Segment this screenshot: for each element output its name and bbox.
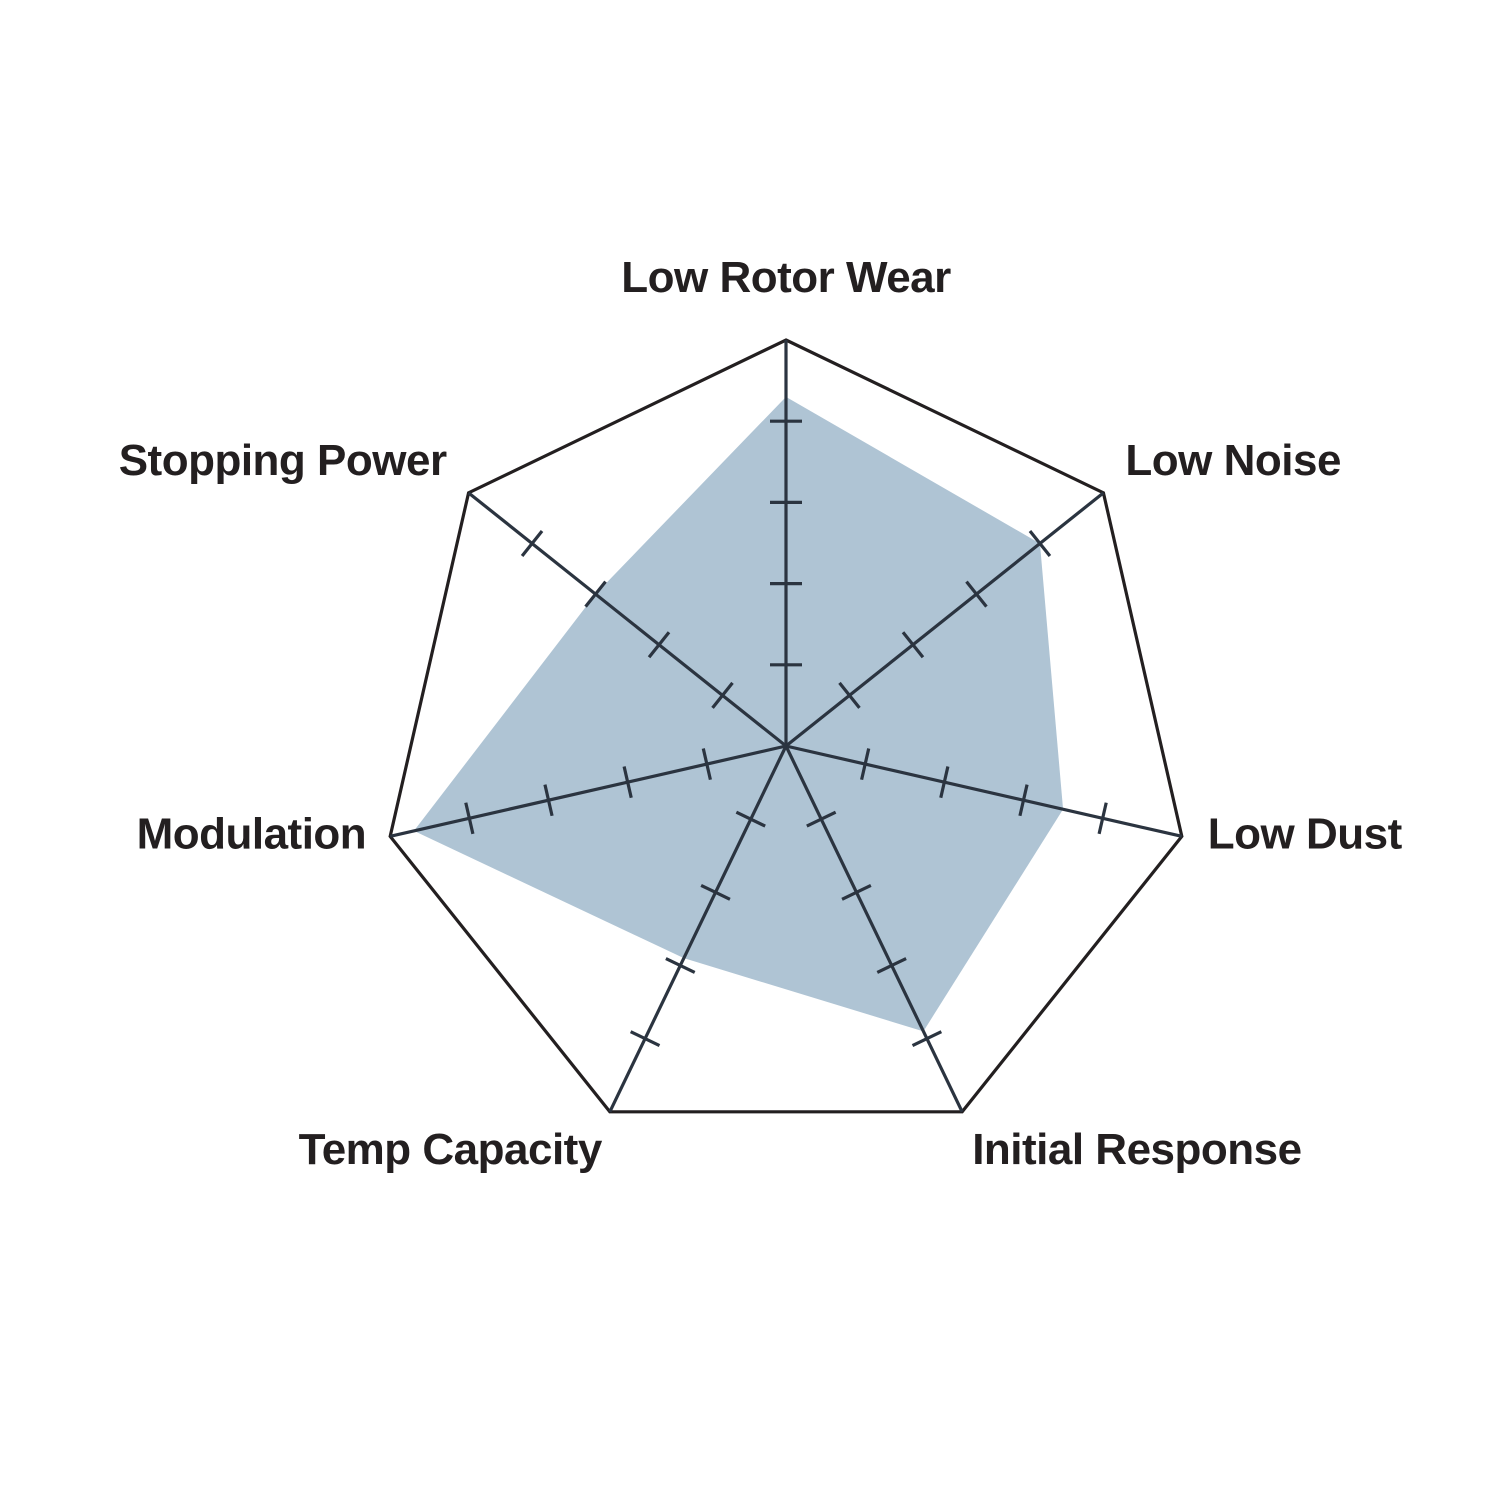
tick-axis-3-ring-1 [806,810,837,828]
tick-axis-2-ring-4 [1097,802,1108,835]
tick-axis-3-ring-2 [841,883,872,901]
tick-axis-1-ring-2 [901,631,925,659]
tick-axis-4-ring-1 [735,810,766,828]
axis-spoke-1 [785,491,1105,748]
axis-spoke-6 [467,491,787,748]
axis-spokes-group [389,340,1183,1113]
tick-axis-1-ring-4 [1028,529,1052,557]
tick-axis-4-ring-3 [665,957,696,974]
tick-axis-3-ring-4 [911,1030,943,1048]
tick-axis-6-ring-2 [647,631,671,659]
axis-label-low-dust: Low Dust [1208,809,1403,858]
axis-label-low-noise: Low Noise [1125,436,1341,485]
tick-axis-1-ring-3 [965,580,988,608]
axis-label-low-rotor-wear: Low Rotor Wear [621,253,951,302]
tick-axis-2-ring-2 [939,766,950,799]
tick-axis-4-ring-4 [629,1030,661,1048]
tick-axis-5-ring-2 [622,766,633,799]
axis-spoke-4 [608,745,788,1113]
tick-axis-3-ring-3 [876,957,907,974]
axis-label-stopping-power: Stopping Power [119,436,447,485]
axis-label-initial-response: Initial Response [972,1125,1301,1174]
tick-axis-1-ring-1 [838,681,861,709]
axis-label-temp-capacity: Temp Capacity [299,1125,603,1174]
tick-axis-6-ring-3 [584,580,607,608]
axis-spoke-3 [784,745,964,1113]
outer-grid-polygon [388,338,1184,1114]
series-area-brake-pad-performance [413,396,1064,1032]
tick-axis-5-ring-4 [464,802,475,835]
tick-axis-5-ring-1 [701,748,712,781]
axis-tick-marks-group [464,419,1108,1048]
axis-label-modulation: Modulation [137,809,367,858]
tick-axis-6-ring-4 [520,529,544,557]
tick-axis-2-ring-1 [860,748,871,781]
tick-axis-5-ring-3 [543,784,554,817]
tick-axis-2-ring-3 [1018,784,1029,817]
axis-spoke-5 [389,744,787,838]
axis-spoke-2 [785,744,1183,838]
tick-axis-4-ring-2 [700,883,731,901]
tick-axis-6-ring-1 [711,681,734,709]
